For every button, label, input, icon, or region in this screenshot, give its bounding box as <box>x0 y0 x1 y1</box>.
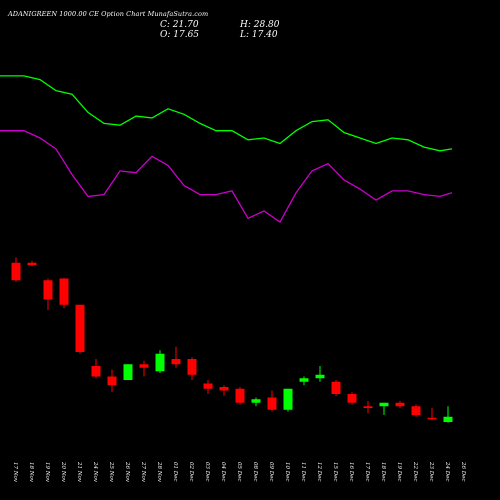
x-tick-label: 26 Dec <box>460 461 466 482</box>
candle-body <box>11 262 21 281</box>
candle-body <box>219 387 229 391</box>
candle-body <box>331 381 341 394</box>
candle-body <box>299 378 309 382</box>
high-value: H: 28.80 <box>240 20 280 30</box>
x-tick-label: 19 Nov <box>44 462 50 483</box>
candle-body <box>395 402 405 407</box>
candle-body <box>107 376 117 386</box>
overlay-line-1 <box>0 75 453 152</box>
x-tick-label: 10 Dec <box>284 462 290 482</box>
x-tick-label: 18 Dec <box>380 462 386 482</box>
x-tick-label: 05 Dec <box>236 462 242 482</box>
candle-body <box>75 304 85 352</box>
candle-body <box>251 399 261 403</box>
x-tick-label: 16 Dec <box>348 462 354 482</box>
candle-body <box>443 416 453 422</box>
x-tick-label: 15 Dec <box>332 462 338 482</box>
low-value: L: 17.40 <box>240 30 278 40</box>
x-tick-label: 08 Dec <box>252 462 258 482</box>
x-tick-label: 19 Dec <box>396 462 402 482</box>
x-tick-label: 22 Dec <box>412 461 418 482</box>
candle-body <box>91 366 101 377</box>
x-tick-label: 21 Nov <box>76 461 82 483</box>
candle-body <box>363 406 373 408</box>
candle-body <box>411 406 421 415</box>
x-tick-label: 26 Nov <box>124 461 130 483</box>
candle-body <box>427 417 437 420</box>
candle-body <box>171 359 181 365</box>
candle-body <box>43 280 53 300</box>
x-tick-label: 12 Dec <box>316 462 322 482</box>
open-value: O: 17.65 <box>160 30 200 40</box>
candle-body <box>267 397 277 410</box>
candle-body <box>347 394 357 403</box>
candle-body <box>155 353 165 372</box>
x-tick-label: 20 Nov <box>60 461 66 483</box>
x-tick-label: 18 Nov <box>28 462 34 483</box>
candle-body <box>283 388 293 410</box>
x-tick-label: 24 Dec <box>444 461 450 482</box>
x-tick-label: 02 Dec <box>188 462 194 482</box>
x-tick-label: 24 Nov <box>92 461 98 483</box>
x-tick-label: 25 Nov <box>108 461 114 483</box>
x-tick-label: 09 Dec <box>268 462 274 482</box>
candle-body <box>187 359 197 375</box>
x-tick-label: 23 Dec <box>428 461 434 482</box>
x-tick-label: 28 Nov <box>156 461 162 483</box>
x-tick-label: 04 Dec <box>220 462 226 482</box>
candle-body <box>123 364 133 380</box>
chart-title: ADANIGREEN 1000.00 CE Option Chart Munaf… <box>8 10 209 18</box>
candle-body <box>235 388 245 403</box>
candle-body <box>59 278 69 305</box>
candle-body <box>203 383 213 389</box>
x-tick-label: 01 Dec <box>172 462 178 482</box>
candle-body <box>139 364 149 368</box>
x-tick-label: 17 Dec <box>364 462 370 482</box>
candle-body <box>379 402 389 407</box>
x-tick-label: 17 Nov <box>12 462 18 483</box>
x-tick-label: 03 Dec <box>204 462 210 482</box>
x-tick-label: 11 Dec <box>300 462 306 482</box>
close-value: C: 21.70 <box>160 20 199 30</box>
candle-body <box>27 262 37 266</box>
overlay-line-2 <box>0 130 453 223</box>
candle-body <box>315 374 325 379</box>
x-tick-label: 27 Nov <box>140 461 146 483</box>
